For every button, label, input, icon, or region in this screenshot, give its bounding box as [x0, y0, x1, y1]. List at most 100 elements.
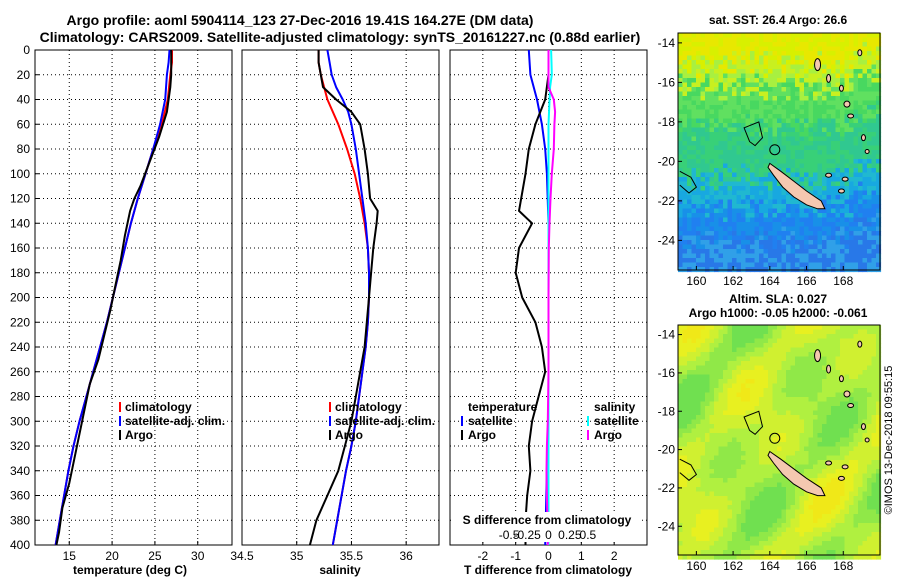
map-cell	[741, 204, 747, 210]
map-cell	[790, 343, 796, 349]
map-cell	[808, 154, 814, 160]
map-cell	[718, 163, 724, 169]
map-cell	[831, 60, 837, 66]
map-cell	[849, 437, 855, 443]
map-cell	[844, 541, 850, 547]
difference-legend: temperature satellite Argo salinity sate…	[461, 400, 639, 442]
map-cell	[682, 496, 688, 502]
map-cell	[799, 150, 805, 156]
map-cell	[687, 114, 693, 120]
map-cell	[871, 361, 877, 367]
map-cell	[844, 460, 850, 466]
map-cell	[844, 217, 850, 223]
map-cell	[867, 141, 873, 147]
map-cell	[786, 433, 792, 439]
map-cell	[759, 356, 765, 362]
map-cell	[804, 204, 810, 210]
map-cell	[835, 388, 841, 394]
map-cell	[759, 361, 765, 367]
map-cell	[849, 554, 855, 560]
map-cell	[768, 505, 774, 511]
map-cell	[813, 392, 819, 398]
map-cell	[754, 235, 760, 241]
map-cell	[831, 240, 837, 246]
map-cell	[763, 222, 769, 228]
map-cell	[835, 532, 841, 538]
map-cell	[853, 433, 859, 439]
map-cell	[750, 401, 756, 407]
map-cell	[858, 442, 864, 448]
map-y-tick-label: -16	[658, 75, 676, 89]
map-cell	[745, 123, 751, 129]
map-cell	[858, 262, 864, 268]
map-cell	[700, 217, 706, 223]
map-cell	[741, 401, 747, 407]
map-cell	[763, 455, 769, 461]
map-cell	[682, 195, 688, 201]
map-cell	[763, 253, 769, 259]
map-cell	[858, 195, 864, 201]
map-cell	[763, 114, 769, 120]
map-cell	[714, 145, 720, 151]
map-cell	[727, 78, 733, 84]
map-cell	[759, 262, 765, 268]
map-cell	[682, 514, 688, 520]
map-cell	[741, 177, 747, 183]
map-cell	[754, 150, 760, 156]
map-cell	[772, 550, 778, 556]
map-cell	[871, 177, 877, 183]
map-cell	[759, 523, 765, 529]
map-cell	[696, 550, 702, 556]
map-cell	[844, 446, 850, 452]
map-cell	[723, 487, 729, 493]
map-cell	[732, 554, 738, 560]
map-cell	[822, 159, 828, 165]
map-cell	[772, 154, 778, 160]
map-cell	[709, 217, 715, 223]
map-cell	[822, 329, 828, 335]
map-cell	[867, 73, 873, 79]
map-cell	[790, 222, 796, 228]
map-cell	[817, 343, 823, 349]
map-cell	[867, 226, 873, 232]
map-cell	[736, 163, 742, 169]
map-cell	[768, 118, 774, 124]
map-cell	[876, 469, 882, 475]
map-cell	[871, 168, 877, 174]
map-cell	[799, 509, 805, 515]
map-cell	[763, 383, 769, 389]
map-cell	[790, 374, 796, 380]
map-cell	[826, 347, 832, 353]
map-frame	[677, 32, 881, 271]
map-cell	[759, 487, 765, 493]
map-cell	[696, 379, 702, 385]
map-cell	[849, 410, 855, 416]
map-cell	[714, 132, 720, 138]
map-cell	[763, 473, 769, 479]
map-cell	[777, 451, 783, 457]
map-cell	[862, 145, 868, 151]
map-cell	[822, 195, 828, 201]
map-cell	[763, 136, 769, 142]
map-cell	[768, 446, 774, 452]
map-cell	[727, 464, 733, 470]
map-cell	[772, 240, 778, 246]
map-cell	[862, 100, 868, 106]
map-cell	[817, 392, 823, 398]
map-cell	[871, 136, 877, 142]
map-cell	[817, 550, 823, 556]
map-cell	[799, 141, 805, 147]
map-cell	[732, 334, 738, 340]
map-cell	[709, 190, 715, 196]
map-cell	[705, 338, 711, 344]
map-cell	[705, 487, 711, 493]
map-cell	[844, 433, 850, 439]
map-cell	[871, 419, 877, 425]
map-cell	[772, 523, 778, 529]
map-cell	[804, 154, 810, 160]
map-cell	[727, 51, 733, 57]
sla-map-title-line-1: Altim. SLA: 0.027	[729, 292, 827, 306]
map-cell	[853, 532, 859, 538]
map-cell	[804, 496, 810, 502]
